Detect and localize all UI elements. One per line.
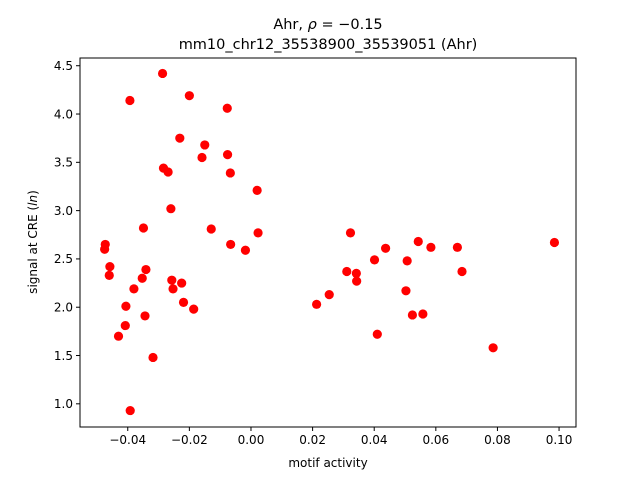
data-point	[138, 223, 149, 233]
data-point	[148, 352, 158, 363]
data-point	[401, 286, 411, 296]
data-point	[372, 329, 382, 339]
y-tick-label: 4.0	[54, 107, 73, 121]
data-point	[175, 133, 185, 143]
chart-title-line-1: Ahr, ρ = −0.15	[273, 17, 382, 33]
data-point	[226, 239, 236, 250]
data-point	[157, 68, 168, 79]
data-point	[381, 243, 391, 253]
data-point	[166, 204, 176, 214]
data-point	[120, 320, 130, 331]
x-tick-label: 0.00	[238, 433, 265, 447]
data-point	[312, 299, 322, 309]
data-point	[197, 152, 207, 163]
title-rho-symbol: ρ	[308, 17, 318, 33]
data-point	[351, 268, 361, 279]
data-point	[189, 304, 199, 314]
data-point	[324, 290, 334, 300]
x-axis-ticks: −0.04 −0.02 0.00 0.02 0.04 0.06 0.08 0.10	[109, 427, 572, 447]
title-rho-value: = −0.15	[317, 17, 383, 33]
data-point	[125, 95, 135, 106]
y-tick-label: 3.5	[54, 156, 73, 170]
data-point	[413, 236, 423, 247]
data-point	[177, 278, 187, 288]
y-axis-label-prefix: signal at CRE (	[26, 206, 40, 294]
data-point	[163, 167, 173, 177]
x-tick-label: −0.02	[171, 433, 208, 447]
data-point	[457, 266, 467, 277]
title-gene: Ahr,	[273, 17, 307, 33]
data-point	[352, 276, 362, 286]
data-point	[168, 284, 178, 294]
data-point	[369, 255, 380, 265]
data-point	[549, 237, 560, 248]
data-point	[125, 405, 135, 416]
data-point	[342, 266, 352, 277]
data-point	[137, 273, 147, 283]
data-point	[140, 311, 150, 321]
data-point	[222, 149, 233, 160]
data-point	[141, 264, 151, 275]
data-point	[426, 242, 436, 252]
data-point	[184, 91, 194, 101]
x-axis-label: motif activity	[288, 456, 367, 470]
data-point	[252, 185, 262, 195]
data-point	[407, 310, 418, 320]
y-tick-label: 2.5	[54, 252, 73, 266]
data-point	[129, 284, 139, 294]
data-point	[488, 343, 498, 353]
x-tick-label: 0.02	[299, 433, 326, 447]
data-point	[178, 297, 189, 307]
data-point	[100, 239, 110, 250]
data-point	[253, 228, 263, 238]
data-point	[104, 270, 114, 280]
data-point	[452, 242, 462, 252]
y-tick-label: 2.0	[54, 301, 73, 315]
data-point	[200, 140, 210, 150]
data-point	[105, 262, 115, 272]
y-tick-label: 1.5	[54, 349, 73, 363]
chart-title-line-2: mm10_chr12_35538900_35539051 (Ahr)	[179, 37, 478, 53]
y-tick-label: 3.0	[54, 204, 73, 218]
y-axis-label-italic: ln	[26, 195, 40, 206]
x-tick-label: 0.04	[361, 433, 388, 447]
data-point	[222, 103, 232, 113]
data-point	[402, 256, 412, 266]
data-point	[418, 309, 428, 319]
y-axis-label: signal at CRE (ln)	[26, 190, 40, 294]
x-tick-label: 0.08	[484, 433, 511, 447]
data-point	[206, 224, 216, 234]
data-point	[121, 301, 131, 311]
x-tick-label: 0.06	[422, 433, 449, 447]
data-point	[345, 228, 356, 238]
x-tick-label: −0.04	[109, 433, 146, 447]
y-axis-label-suffix: )	[26, 190, 40, 195]
y-tick-label: 4.5	[54, 59, 73, 73]
data-point	[225, 168, 235, 178]
y-tick-label: 1.0	[54, 397, 73, 411]
data-point	[240, 245, 251, 255]
data-point	[167, 275, 177, 285]
y-axis-ticks: 1.0 1.5 2.0 2.5 3.0 3.5 4.0 4.5	[54, 59, 80, 411]
plot-frame	[79, 57, 577, 428]
x-tick-label: 0.10	[546, 433, 573, 447]
data-points	[100, 68, 560, 416]
data-point	[113, 331, 124, 341]
